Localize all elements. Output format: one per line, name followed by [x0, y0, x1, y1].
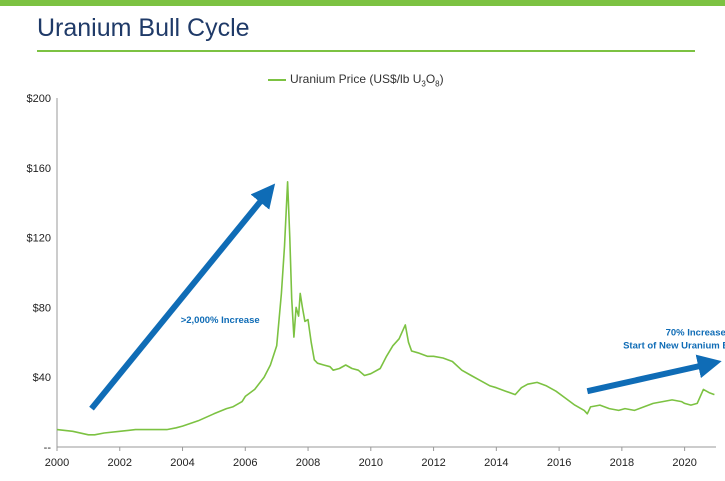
annotation-new-bull-cycle: Start of New Uranium Bull Cycle — [623, 340, 725, 351]
legend-label-close: ) — [439, 72, 444, 86]
x-tick-label: 2010 — [359, 457, 383, 469]
series-line-uranium-price — [56, 181, 715, 436]
legend-sub-8: 8 — [435, 79, 440, 89]
y-tick-label: $40 — [33, 372, 51, 384]
annotation-2000-percent: >2,000% Increase — [181, 315, 260, 326]
x-tick-label: 2014 — [484, 457, 508, 469]
x-tick-label: 2012 — [421, 457, 445, 469]
x-tick-label: 2008 — [296, 457, 320, 469]
y-tick-label: $200 — [27, 93, 51, 105]
increase-arrow-left — [89, 183, 276, 411]
slide-title: Uranium Bull Cycle — [37, 14, 250, 42]
top-accent-stripe — [0, 0, 725, 6]
x-tick-label: 2000 — [45, 457, 69, 469]
x-tick-label: 2016 — [547, 457, 571, 469]
x-tick-label: 2002 — [108, 457, 132, 469]
annotation-70-percent: 70% Increase — [666, 327, 725, 338]
y-tick-label: $160 — [27, 163, 51, 175]
x-tick-label: 2004 — [170, 457, 194, 469]
legend-swatch — [268, 78, 286, 81]
legend-sub-3: 3 — [421, 79, 426, 89]
x-tick-label: 2020 — [672, 457, 696, 469]
x-tick-label: 2018 — [610, 457, 634, 469]
y-tick-label: $80 — [33, 302, 51, 314]
y-tick-label: -- — [44, 442, 52, 454]
title-underline — [37, 50, 695, 52]
x-tick-label: 2006 — [233, 457, 257, 469]
legend-label-o: O — [425, 72, 436, 86]
increase-arrow-right — [586, 354, 722, 395]
legend-label: Uranium Price (US$/lb U — [290, 72, 422, 86]
chart-legend: Uranium Price (US$/lb U3O8) — [268, 72, 444, 88]
y-tick-label: $120 — [27, 233, 51, 245]
